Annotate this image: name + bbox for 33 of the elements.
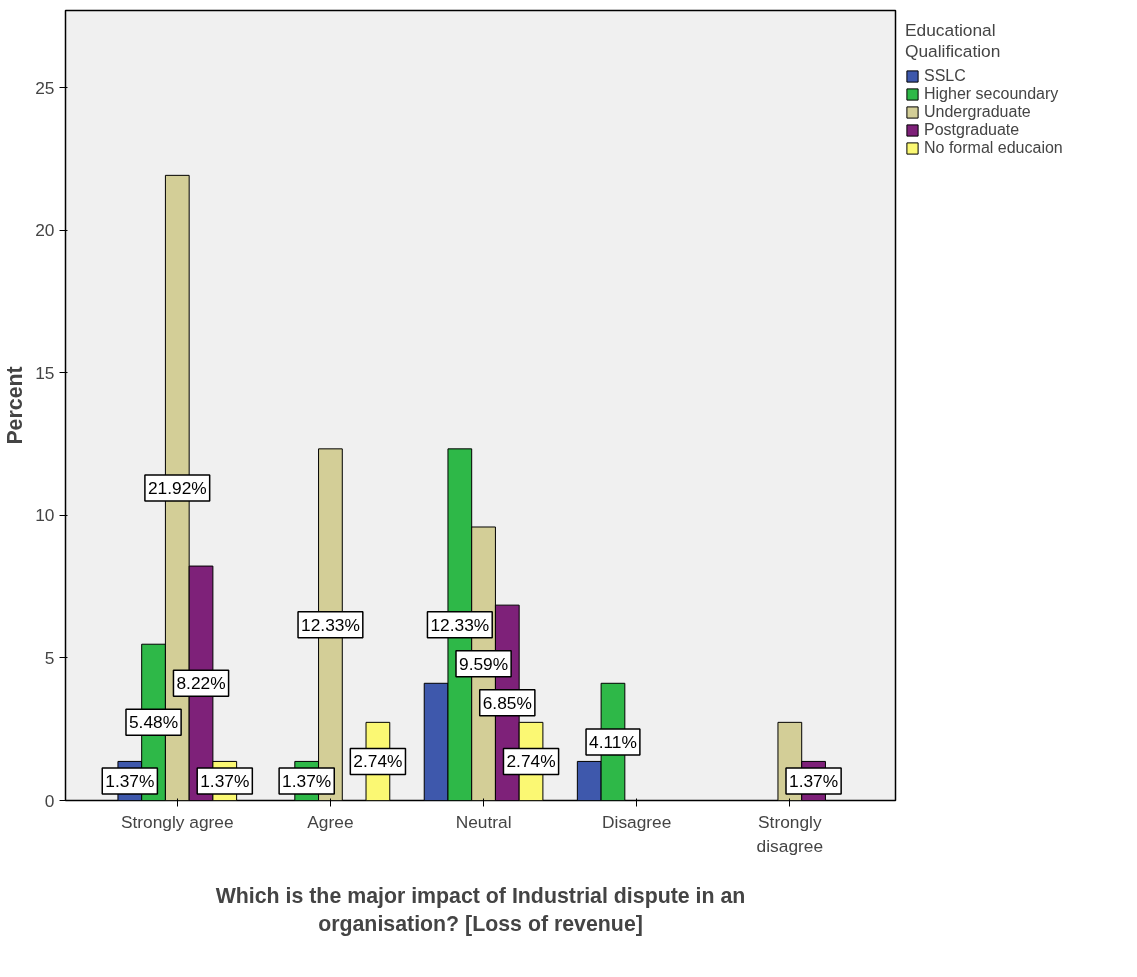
data-label: 1.37% <box>282 770 332 791</box>
y-axis-title: Percent <box>3 366 28 445</box>
legend-title: Educational Qualification <box>905 20 1002 62</box>
x-tick-label: Neutral <box>455 811 512 832</box>
legend-label: SSLC <box>924 67 966 85</box>
legend-label: Postgraduate <box>924 121 1020 139</box>
data-label: 12.33% <box>430 614 490 635</box>
x-tick-label: Disagree <box>602 811 672 832</box>
data-label: 2.74% <box>353 751 403 772</box>
y-tick-label: 10 <box>35 505 55 526</box>
data-label: 5.48% <box>128 712 179 733</box>
y-tick-label: 0 <box>44 790 55 811</box>
legend-label: Higher secoundary <box>924 85 1059 103</box>
data-label: 9.59% <box>459 653 509 674</box>
y-tick-label: 20 <box>35 220 55 241</box>
data-label: 8.22% <box>176 673 226 694</box>
y-tick-label: 15 <box>35 362 55 383</box>
data-label: 1.37% <box>789 770 839 791</box>
y-tick-label: 25 <box>35 77 55 98</box>
data-label: 21.92% <box>147 477 207 498</box>
data-label: 4.11% <box>589 731 637 752</box>
legend-label: Undergraduate <box>924 103 1031 121</box>
x-tick-label: Strongly agree <box>120 811 234 832</box>
y-tick-label: 5 <box>44 647 55 668</box>
data-label: 6.85% <box>482 692 532 713</box>
data-label: 1.37% <box>105 770 155 791</box>
x-axis-title: Which is the major impact of Industrial dispute in an organisation? [Loss of revenue] <box>215 883 746 937</box>
data-label: 12.33% <box>301 614 360 635</box>
x-tick-label: Strongly disagree <box>756 811 824 856</box>
data-label: 1.37% <box>200 770 250 791</box>
x-tick-label: Agree <box>307 811 354 832</box>
legend-label: No formal educaion <box>924 139 1063 157</box>
data-label: 2.74% <box>506 751 556 772</box>
